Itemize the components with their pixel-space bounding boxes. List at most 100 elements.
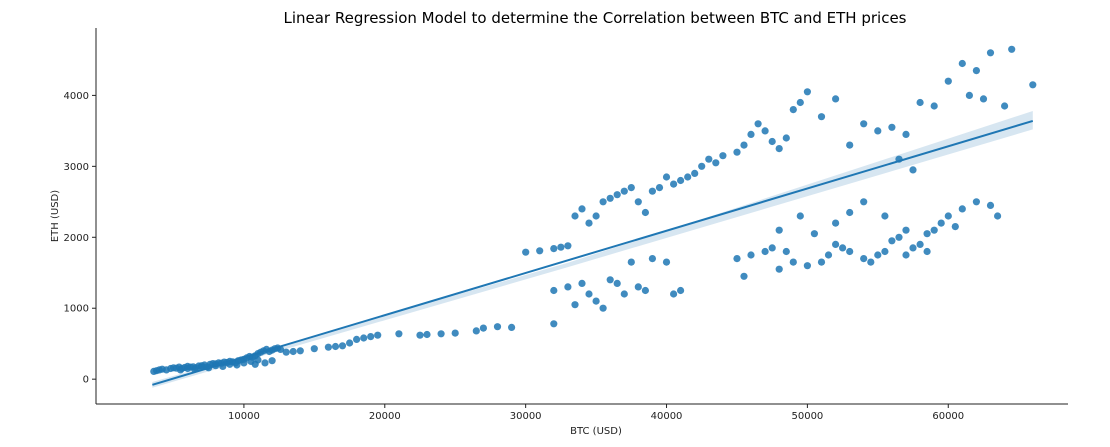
data-point bbox=[832, 95, 840, 103]
data-point bbox=[1029, 81, 1037, 89]
data-point bbox=[634, 283, 642, 291]
data-point bbox=[416, 331, 424, 339]
data-point bbox=[874, 251, 882, 259]
data-point bbox=[1001, 102, 1009, 110]
data-point bbox=[670, 180, 678, 188]
data-point bbox=[437, 330, 445, 338]
data-point bbox=[796, 98, 804, 107]
data-point bbox=[930, 102, 938, 110]
data-point bbox=[395, 330, 403, 338]
data-point bbox=[832, 240, 840, 248]
y-tick-label: 2000 bbox=[64, 233, 89, 244]
data-point bbox=[881, 247, 889, 256]
data-point bbox=[972, 67, 981, 75]
data-point bbox=[331, 342, 340, 351]
data-point bbox=[803, 262, 812, 270]
data-point bbox=[374, 331, 382, 339]
data-point bbox=[761, 127, 769, 135]
data-point bbox=[860, 120, 868, 128]
data-point bbox=[747, 130, 755, 138]
data-point bbox=[846, 208, 854, 217]
data-point bbox=[944, 212, 952, 220]
data-point bbox=[585, 219, 593, 227]
data-point bbox=[712, 159, 720, 167]
data-point bbox=[839, 244, 847, 252]
data-point bbox=[571, 301, 579, 309]
data-point bbox=[585, 290, 593, 298]
data-point bbox=[810, 230, 819, 238]
x-tick-label: 30000 bbox=[510, 411, 542, 422]
data-point bbox=[261, 359, 269, 367]
data-point bbox=[944, 77, 952, 85]
data-point bbox=[592, 212, 600, 220]
data-point bbox=[789, 258, 797, 266]
y-tick-label: 3000 bbox=[64, 162, 89, 173]
regression-line bbox=[152, 119, 1034, 386]
data-point bbox=[916, 98, 924, 107]
data-point bbox=[599, 304, 607, 312]
data-point bbox=[233, 361, 241, 369]
data-point bbox=[775, 226, 783, 234]
data-point bbox=[557, 243, 565, 251]
data-point bbox=[296, 347, 304, 355]
data-point bbox=[775, 145, 783, 153]
data-point bbox=[1008, 45, 1016, 53]
data-point bbox=[874, 127, 882, 135]
data-point bbox=[508, 323, 516, 331]
data-point bbox=[740, 272, 748, 280]
data-point bbox=[655, 184, 664, 192]
data-point bbox=[578, 205, 586, 213]
data-point bbox=[902, 226, 910, 234]
data-point bbox=[627, 184, 635, 192]
data-point bbox=[691, 169, 699, 177]
data-point bbox=[937, 219, 945, 227]
data-point bbox=[620, 290, 628, 298]
data-point bbox=[986, 49, 995, 57]
data-point bbox=[747, 251, 755, 259]
data-point bbox=[761, 247, 769, 256]
data-point bbox=[986, 201, 995, 209]
data-point bbox=[895, 233, 903, 241]
data-point bbox=[634, 198, 642, 206]
data-point bbox=[958, 59, 966, 68]
data-point bbox=[522, 248, 530, 256]
data-point bbox=[789, 106, 797, 114]
data-point bbox=[817, 113, 826, 121]
data-point bbox=[289, 347, 297, 356]
data-point bbox=[550, 286, 558, 295]
data-point bbox=[916, 240, 924, 248]
data-point bbox=[796, 212, 804, 220]
data-point bbox=[860, 198, 868, 206]
data-point bbox=[451, 329, 459, 337]
data-point bbox=[353, 335, 361, 343]
data-point bbox=[251, 360, 259, 368]
data-point bbox=[648, 255, 657, 263]
data-point bbox=[719, 152, 727, 160]
data-point bbox=[846, 141, 854, 149]
x-tick-label: 10000 bbox=[228, 411, 260, 422]
data-point bbox=[310, 345, 318, 353]
data-point bbox=[803, 88, 812, 96]
data-point bbox=[677, 286, 685, 295]
data-point bbox=[662, 258, 671, 266]
data-point bbox=[613, 279, 621, 287]
data-point bbox=[648, 187, 657, 195]
data-point bbox=[958, 205, 966, 213]
x-tick-label: 60000 bbox=[932, 411, 964, 422]
data-point bbox=[902, 251, 910, 259]
data-point bbox=[282, 348, 290, 356]
data-point bbox=[754, 120, 762, 128]
x-tick-label: 50000 bbox=[791, 411, 823, 422]
data-point bbox=[677, 176, 685, 185]
data-point bbox=[620, 187, 628, 195]
data-point bbox=[909, 244, 917, 252]
data-point bbox=[670, 290, 678, 298]
data-point bbox=[860, 255, 868, 263]
data-point bbox=[564, 283, 572, 291]
data-point bbox=[606, 276, 614, 284]
data-point bbox=[550, 320, 558, 328]
data-point bbox=[662, 173, 671, 181]
data-point bbox=[951, 223, 959, 231]
data-point bbox=[782, 134, 790, 142]
data-point bbox=[550, 245, 558, 253]
